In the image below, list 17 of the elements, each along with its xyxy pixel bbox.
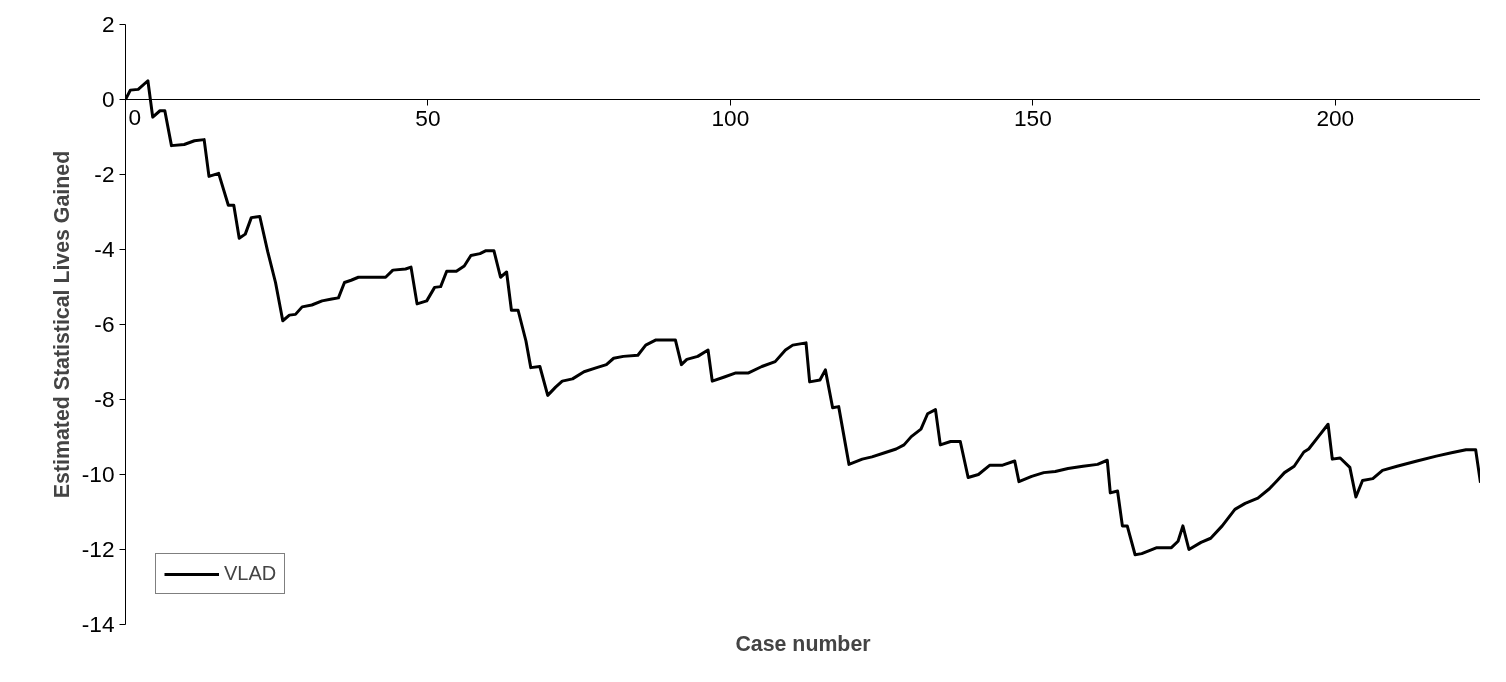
y-tick-label: -6 xyxy=(94,311,115,337)
y-axis-title: Estimated Statistical Lives Gained xyxy=(49,150,74,499)
y-tick-label: -2 xyxy=(94,161,115,187)
y-tick-label: -12 xyxy=(81,536,115,562)
y-tick-label: -4 xyxy=(94,236,115,262)
x-tick-label: 0 xyxy=(128,103,142,130)
y-tick-label: -8 xyxy=(94,386,115,412)
y-tick-label: 0 xyxy=(101,86,115,112)
x-tick-label: 200 xyxy=(1316,104,1355,131)
legend-label: VLAD xyxy=(224,562,277,585)
x-axis-title: Case number xyxy=(735,631,871,656)
y-tick-label: -10 xyxy=(81,461,115,487)
x-tick-label: 50 xyxy=(415,104,441,131)
y-tick-label: -14 xyxy=(81,611,115,637)
y-tick-label: 2 xyxy=(101,11,115,37)
x-tick-label: 100 xyxy=(711,104,750,131)
x-tick-label: 150 xyxy=(1013,104,1052,131)
